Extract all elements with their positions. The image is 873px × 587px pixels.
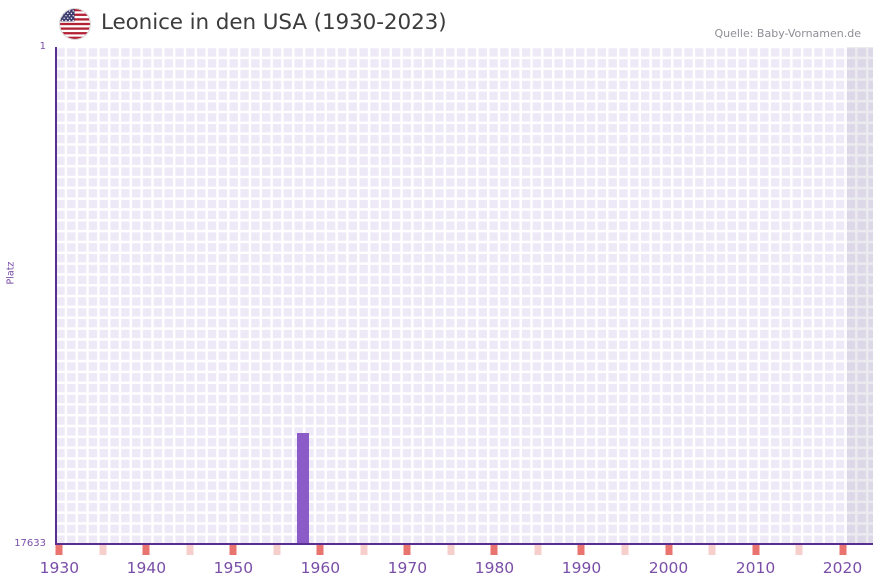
x-axis-tick-label: 2000 xyxy=(648,559,689,577)
x-tick-mark-major xyxy=(752,545,760,555)
x-tick-mark-minor xyxy=(534,545,542,555)
x-axis-tick-label: 1970 xyxy=(387,559,428,577)
x-tick-mark-major xyxy=(142,545,150,555)
shaded-region xyxy=(846,47,873,545)
x-tick-mark-major xyxy=(316,545,324,555)
y-axis-tick-bottom: 17633 xyxy=(14,538,46,549)
x-axis-tick-label: 1980 xyxy=(474,559,515,577)
x-tick-mark-minor xyxy=(360,545,368,555)
x-tick-mark-major xyxy=(55,545,63,555)
x-tick-mark-minor xyxy=(708,545,716,555)
page-title: Leonice in den USA (1930-2023) xyxy=(101,10,447,35)
grid xyxy=(55,47,873,545)
x-tick-mark-minor xyxy=(273,545,281,555)
x-axis-tick-label: 1990 xyxy=(561,559,602,577)
source-attribution: Quelle: Baby-Vornamen.de xyxy=(714,27,861,40)
x-tick-mark-major xyxy=(665,545,672,555)
x-axis-tick-label: 2010 xyxy=(735,559,776,577)
x-tick-mark-minor xyxy=(795,545,803,555)
x-tick-mark-minor xyxy=(447,545,455,555)
bar xyxy=(297,433,309,543)
x-tick-mark-major xyxy=(839,545,847,555)
x-axis-tick-label: 1960 xyxy=(300,559,341,577)
x-tick-mark-minor xyxy=(621,545,629,555)
x-tick-mark-major xyxy=(577,545,585,555)
chart-header: Leonice in den USA (1930-2023) Quelle: B… xyxy=(0,0,873,47)
x-tick-mark-major xyxy=(490,545,498,555)
y-axis-title: Platz xyxy=(5,261,17,285)
x-axis-line xyxy=(55,543,873,545)
x-tick-mark-major xyxy=(229,545,237,555)
x-axis-tick-label: 1940 xyxy=(126,559,167,577)
x-axis-tick-label: 2020 xyxy=(822,559,863,577)
x-axis-tick-label: 1950 xyxy=(213,559,254,577)
x-axis-tick-marks xyxy=(55,545,873,555)
x-tick-mark-minor xyxy=(186,545,194,555)
x-tick-mark-minor xyxy=(99,545,107,555)
us-flag-icon xyxy=(60,9,90,39)
x-axis-tick-label: 1930 xyxy=(39,559,80,577)
y-axis-tick-top: 1 xyxy=(39,41,46,52)
y-axis-line xyxy=(55,47,57,545)
plot-area xyxy=(55,47,873,545)
x-tick-mark-major xyxy=(403,545,411,555)
